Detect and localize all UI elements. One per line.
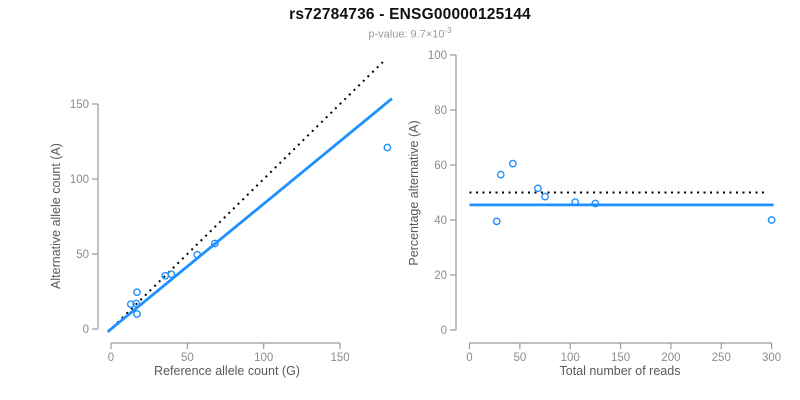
left-plot: 0 50 100 150 0 50 100 150 [70, 61, 393, 364]
left-x-axis-label: Reference allele count (G) [154, 364, 300, 378]
pvalue-text: p-value: 9.7×10 [368, 28, 445, 41]
x-tick-label: 150 [611, 352, 630, 364]
x-tick-label: 250 [712, 352, 731, 364]
data-point [210, 239, 219, 248]
y-tick-label: 80 [434, 105, 447, 117]
data-point [492, 217, 501, 226]
x-tick-label: 50 [513, 352, 526, 364]
x-tick-label: 200 [661, 352, 680, 364]
data-point [133, 310, 141, 318]
y-tick-label: 150 [70, 99, 89, 111]
right-x-axis-label: Total number of reads [559, 364, 681, 378]
data-point [167, 270, 176, 279]
data-point [534, 184, 542, 193]
data-point [126, 300, 135, 309]
x-tick-label: 100 [254, 352, 273, 364]
y-tick-label: 0 [441, 325, 447, 337]
y-tick-label: 50 [76, 249, 89, 261]
data-point [571, 198, 580, 207]
data-point [541, 192, 549, 201]
data-point [383, 143, 392, 152]
x-tick-label: 300 [762, 352, 781, 364]
x-tick-label: 150 [330, 352, 349, 364]
data-point [133, 288, 141, 297]
y-tick-label: 100 [70, 174, 89, 186]
y-tick-label: 40 [434, 215, 447, 227]
y-tick-label: 0 [83, 324, 89, 336]
x-tick-label: 100 [561, 352, 580, 364]
data-point [591, 199, 600, 208]
regression-line [107, 97, 393, 333]
x-tick-label: 0 [108, 352, 114, 364]
figure-title: rs72784736 - ENSG00000125144 [289, 6, 531, 23]
figure-subtitle: p-value: 9.7×10-3 [20, 26, 800, 41]
data-point [508, 159, 517, 168]
x-tick-label: 50 [181, 352, 194, 364]
data-point [132, 299, 141, 308]
y-tick-label: 100 [428, 50, 447, 62]
right-plot: 0 50 100 150 200 250 300 0 20 40 60 80 100 [428, 50, 781, 364]
y-tick-label: 60 [434, 160, 447, 172]
identity-line [107, 61, 384, 333]
pvalue-exponent: -3 [444, 26, 452, 35]
data-point [767, 216, 776, 224]
y-tick-label: 20 [434, 270, 447, 282]
x-tick-label: 0 [466, 352, 472, 364]
data-point [496, 170, 505, 179]
right-y-axis-label: Percentage alternative (A) [407, 120, 421, 266]
data-point [193, 250, 202, 259]
left-y-axis-label: Alternative allele count (A) [49, 143, 63, 289]
